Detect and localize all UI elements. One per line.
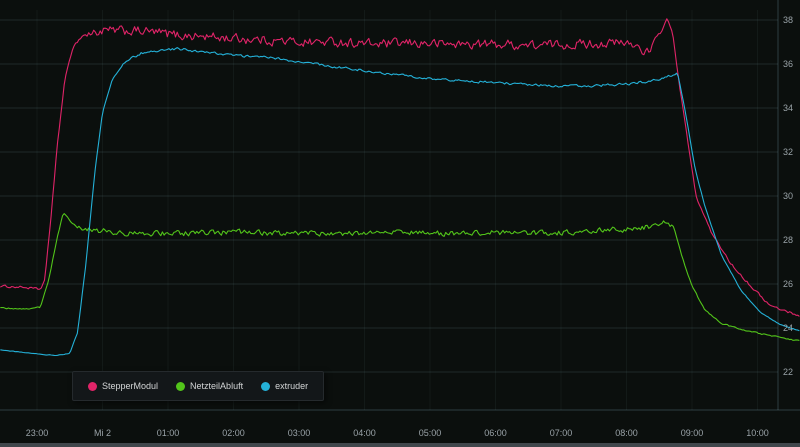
y-axis-tick-label: 26 <box>783 279 794 289</box>
x-axis-tick-label: 05:00 <box>418 428 442 438</box>
y-axis-tick-label: 32 <box>783 147 794 157</box>
legend-item-label: NetzteilAbluft <box>190 381 244 391</box>
legend-item-extruder[interactable]: extruder <box>261 381 308 391</box>
series-color-icon <box>88 381 97 391</box>
x-axis-tick-label: 23:00 <box>25 428 49 438</box>
legend-item-label: StepperModul <box>102 381 159 391</box>
series-color-icon <box>176 381 186 391</box>
series-line-netzteilabluft <box>0 213 800 341</box>
x-axis-tick-label: 04:00 <box>353 428 376 438</box>
y-axis-tick-label: 24 <box>783 323 794 333</box>
legend-item-netzteilabluft[interactable]: NetzteilAbluft <box>176 381 243 391</box>
x-axis-tick-label: Mi 2 <box>93 428 112 438</box>
legend: StepperModul NetzteilAbluft extruder <box>72 371 325 401</box>
series-color-icon <box>261 381 271 391</box>
legend-item-steppermodul[interactable]: StepperModul <box>88 381 158 391</box>
legend-item-label: extruder <box>275 381 309 391</box>
x-axis-tick-label: 01:00 <box>156 428 180 438</box>
x-axis-tick-label: 03:00 <box>287 428 311 438</box>
series-line-steppermodul <box>0 18 800 317</box>
x-axis-tick-label: 10:00 <box>746 428 769 438</box>
x-axis-tick-label: 06:00 <box>484 428 507 438</box>
horizontal-scrollbar[interactable] <box>0 443 800 447</box>
x-axis-tick-label: 07:00 <box>549 428 573 438</box>
x-axis-tick-label: 08:00 <box>615 428 638 438</box>
x-axis-tick-label: 09:00 <box>680 428 704 438</box>
y-axis-tick-label: 36 <box>783 59 794 69</box>
series-line-extruder <box>0 47 800 357</box>
y-axis-tick-label: 34 <box>783 103 794 113</box>
y-axis-tick-label: 28 <box>783 235 794 245</box>
y-axis-tick-label: 38 <box>783 15 794 25</box>
y-axis-tick-label: 30 <box>783 191 794 201</box>
y-axis-tick-label: 22 <box>783 367 794 377</box>
x-axis-tick-label: 02:00 <box>222 428 245 438</box>
